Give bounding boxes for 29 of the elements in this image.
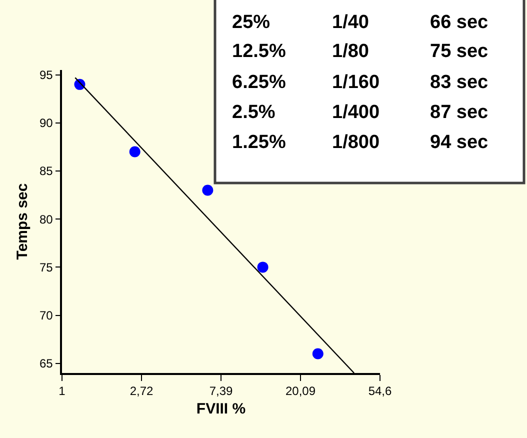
annotation: 1/400	[332, 102, 380, 123]
text: 94 sec	[430, 132, 489, 153]
y-tick-label: 95	[39, 68, 54, 82]
x-tick-label: 2,72	[130, 384, 154, 398]
y-tick-label: 65	[39, 356, 54, 371]
x-tick-label: 1	[58, 384, 66, 398]
x-tick-label: 54,6	[368, 384, 392, 398]
annotation: 1/160	[332, 72, 380, 93]
annotation: 1/800	[332, 132, 380, 153]
annotation: 6.25%	[232, 72, 286, 93]
text: 75 sec	[430, 41, 489, 62]
annotation: 2.5%	[232, 102, 276, 123]
x-axis-title: FVIII %	[196, 400, 246, 418]
y-tick-label: 85	[39, 164, 54, 178]
text: 1/80	[332, 41, 369, 62]
y-axis-title: Temps sec	[14, 183, 32, 260]
y-tick-label: 70	[39, 308, 54, 322]
text: 1/40	[332, 12, 369, 33]
text: 66 sec	[430, 12, 489, 33]
x-tick-label: 7,39	[209, 384, 234, 398]
annotation: 1.25%	[232, 132, 286, 153]
text: 12.5%	[232, 41, 286, 62]
x-tick-label: 20,09	[286, 384, 316, 398]
text: 83 sec	[430, 72, 489, 93]
text: 87 sec	[430, 102, 489, 123]
y-tick-label: 80	[39, 212, 54, 226]
text: 25%	[232, 12, 270, 33]
y-tick-label: 75	[39, 260, 54, 274]
y-tick-label: 90	[39, 116, 54, 130]
